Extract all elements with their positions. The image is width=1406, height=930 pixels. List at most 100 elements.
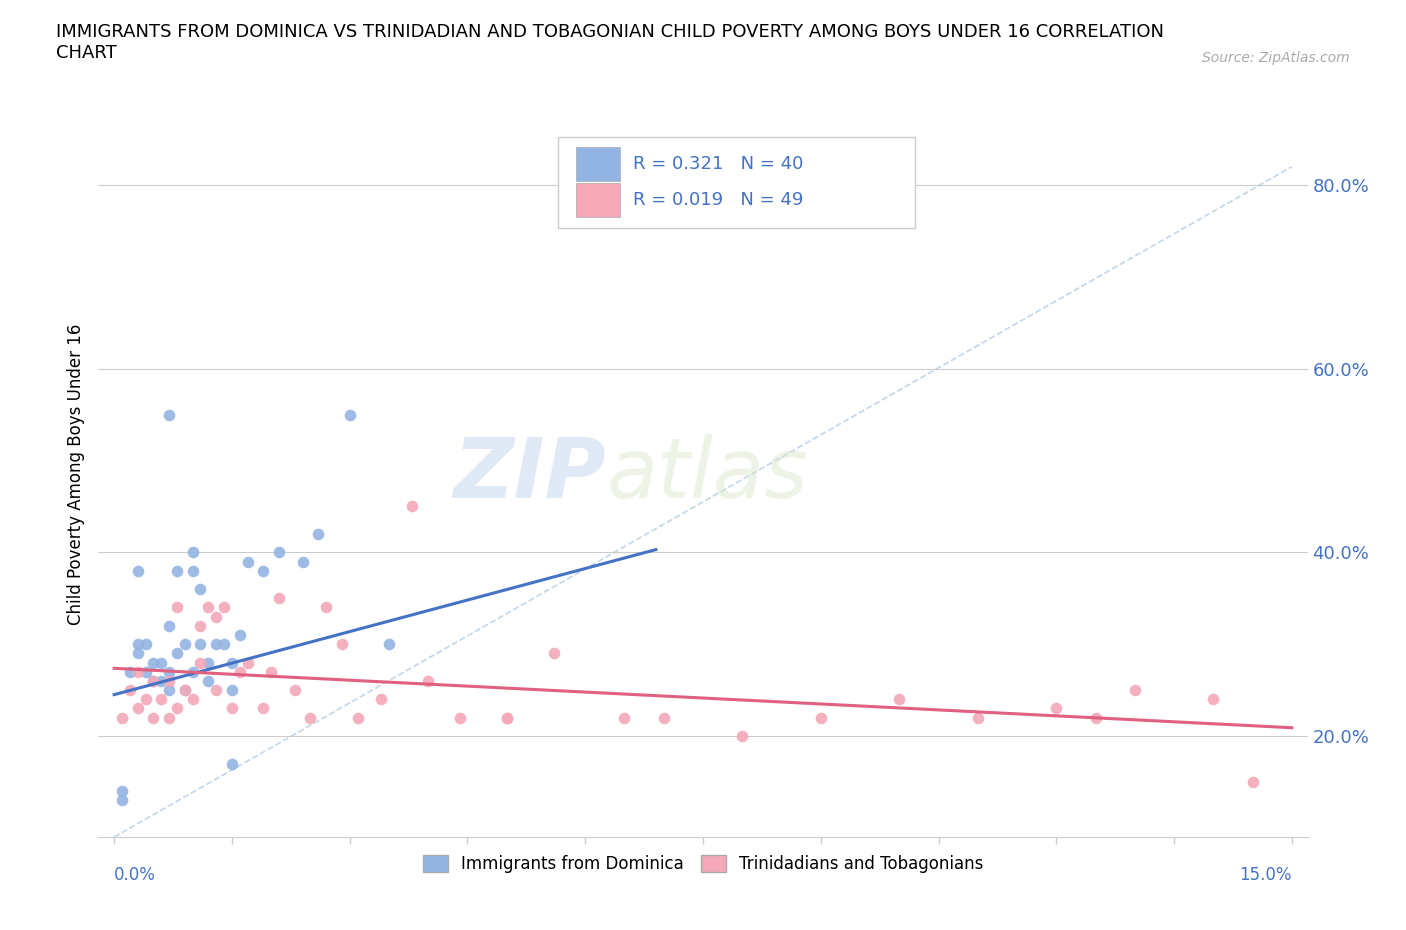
Point <box>966 711 988 725</box>
FancyBboxPatch shape <box>558 137 915 228</box>
Point <box>221 701 243 716</box>
Text: 15.0%: 15.0% <box>1239 866 1292 884</box>
Point <box>166 701 188 716</box>
Point <box>652 711 675 725</box>
Point <box>166 600 188 615</box>
Point <box>315 600 337 615</box>
Point <box>157 683 180 698</box>
Point <box>267 545 290 560</box>
Point <box>205 637 228 652</box>
Point <box>173 683 195 698</box>
Point <box>1241 775 1264 790</box>
Point <box>810 711 832 725</box>
Point <box>197 673 219 688</box>
Point <box>181 564 204 578</box>
Point <box>267 591 290 605</box>
Point <box>221 756 243 771</box>
Point <box>260 664 283 679</box>
Point <box>1202 692 1225 707</box>
Point <box>613 711 636 725</box>
Text: Source: ZipAtlas.com: Source: ZipAtlas.com <box>1202 51 1350 65</box>
Point <box>330 637 353 652</box>
Text: ZIP: ZIP <box>454 433 606 515</box>
Point <box>197 600 219 615</box>
Point <box>346 711 368 725</box>
Point <box>111 793 134 808</box>
Point <box>212 637 235 652</box>
Point <box>212 600 235 615</box>
Point <box>1084 711 1107 725</box>
FancyBboxPatch shape <box>576 147 620 180</box>
Point <box>307 526 329 541</box>
Point <box>1123 683 1146 698</box>
Point <box>135 637 157 652</box>
Point <box>157 618 180 633</box>
Point <box>157 711 180 725</box>
Text: atlas: atlas <box>606 433 808 515</box>
Point <box>401 499 423 514</box>
Point <box>378 637 401 652</box>
Point <box>236 554 259 569</box>
Point <box>127 701 149 716</box>
Text: R = 0.321   N = 40: R = 0.321 N = 40 <box>633 154 803 173</box>
Point <box>205 609 228 624</box>
Point <box>495 711 517 725</box>
Point <box>150 673 173 688</box>
Point <box>181 545 204 560</box>
Point <box>229 628 252 643</box>
Point <box>190 581 212 596</box>
Point <box>284 683 307 698</box>
Point <box>127 664 149 679</box>
Point <box>135 692 157 707</box>
Point <box>889 692 911 707</box>
Point <box>173 637 195 652</box>
Point <box>291 554 314 569</box>
Point <box>543 646 565 661</box>
Point <box>142 673 165 688</box>
Point <box>118 664 141 679</box>
Point <box>111 784 134 799</box>
Point <box>127 637 149 652</box>
Legend: Immigrants from Dominica, Trinidadians and Tobagonians: Immigrants from Dominica, Trinidadians a… <box>416 848 990 880</box>
Text: R = 0.019   N = 49: R = 0.019 N = 49 <box>633 191 803 209</box>
Point <box>299 711 322 725</box>
FancyBboxPatch shape <box>576 183 620 217</box>
Point <box>142 673 165 688</box>
Point <box>118 683 141 698</box>
Point <box>127 564 149 578</box>
Point <box>173 683 195 698</box>
Point <box>181 692 204 707</box>
Point <box>190 637 212 652</box>
Point <box>157 673 180 688</box>
Point <box>190 655 212 670</box>
Point <box>236 655 259 670</box>
Point <box>418 673 440 688</box>
Point <box>142 655 165 670</box>
Point <box>166 564 188 578</box>
Point <box>205 683 228 698</box>
Point <box>229 664 252 679</box>
Point <box>135 664 157 679</box>
Point <box>221 655 243 670</box>
Point <box>339 407 361 422</box>
Point <box>142 711 165 725</box>
Point <box>127 646 149 661</box>
Point <box>150 692 173 707</box>
Text: 0.0%: 0.0% <box>114 866 156 884</box>
Point <box>150 655 173 670</box>
Point <box>197 655 219 670</box>
Point <box>157 407 180 422</box>
Point <box>166 646 188 661</box>
Point <box>252 701 274 716</box>
Point <box>157 664 180 679</box>
Point <box>221 683 243 698</box>
Point <box>1045 701 1067 716</box>
Point <box>370 692 392 707</box>
Point <box>449 711 471 725</box>
Point <box>731 728 754 743</box>
Point <box>111 711 134 725</box>
Y-axis label: Child Poverty Among Boys Under 16: Child Poverty Among Boys Under 16 <box>66 324 84 625</box>
Point <box>252 564 274 578</box>
Point <box>495 711 517 725</box>
Point <box>190 618 212 633</box>
